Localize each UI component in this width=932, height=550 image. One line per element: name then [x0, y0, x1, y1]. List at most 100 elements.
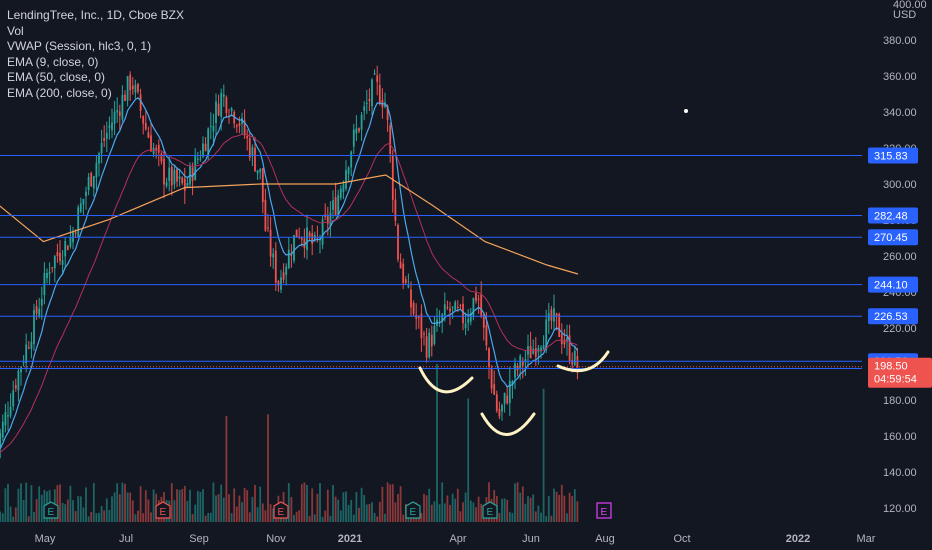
dot-marker[interactable] [684, 109, 688, 113]
volume-bar [316, 493, 319, 522]
price-axis: 400.00USD120.00140.00160.00180.00200.002… [862, 0, 932, 550]
volume-bar [436, 363, 438, 522]
candle-body [254, 147, 256, 172]
volume-bar [98, 512, 100, 522]
volume-bar [313, 514, 316, 522]
freehand-curve[interactable] [418, 366, 474, 394]
hline-price-tag[interactable]: 226.53 [868, 308, 918, 325]
hline-tag-bg [868, 229, 918, 246]
candle-body [394, 199, 397, 221]
volume-bar [534, 511, 537, 522]
earnings-badge [155, 501, 171, 519]
candle-body [150, 135, 152, 152]
hline-tag-label: 315.83 [874, 151, 908, 163]
volume-bar [306, 484, 308, 522]
candle-body [64, 240, 67, 257]
earnings-next-marker[interactable]: E [596, 502, 612, 519]
candle-body [384, 102, 386, 107]
volume-bar [446, 495, 449, 522]
volume-bar [321, 516, 324, 522]
earnings-marker[interactable]: E [405, 501, 421, 519]
candle-body [124, 94, 126, 101]
volume-bar [550, 515, 553, 522]
hline-tag-bg [868, 308, 918, 325]
earnings-marker[interactable]: E [155, 501, 171, 519]
candle-body [519, 355, 522, 369]
volume-bar [378, 501, 381, 522]
candle-body [181, 177, 184, 184]
volume-bar [459, 511, 462, 522]
candle-body [511, 381, 514, 386]
hline-price-tag[interactable]: 282.48 [868, 207, 918, 224]
candle-body [212, 125, 215, 132]
volume-bar [563, 495, 566, 522]
volume-bar [56, 485, 59, 522]
candle-body [131, 85, 134, 90]
candle-body [194, 155, 197, 180]
legend-line-ema200: EMA (200, close, 0) [7, 85, 112, 100]
x-tick-label: May [35, 533, 56, 545]
volume-bar [77, 496, 80, 522]
legend-line-ema9: EMA (9, close, 0) [7, 54, 99, 69]
candle-body [173, 169, 176, 185]
candle-body [272, 253, 275, 258]
volume-bar [420, 512, 423, 522]
volume-bar [87, 516, 90, 522]
volume-bar [90, 511, 93, 522]
volume-bar [298, 510, 301, 522]
time-axis: May Jul Sep Nov 2021 Apr Jun Aug Oct 2022 Mar [35, 533, 876, 545]
hline-price-tag[interactable]: 270.45 [868, 229, 918, 246]
earnings-marker[interactable]: E [482, 501, 498, 519]
volume-bar [79, 496, 82, 522]
candle-body [363, 106, 366, 111]
volume-bar [126, 492, 129, 522]
freehand-curve[interactable] [556, 350, 610, 373]
candle-body [243, 120, 246, 136]
volume-bar [381, 486, 384, 522]
candle-body [433, 325, 436, 344]
candle-body [129, 74, 132, 91]
candle-body [233, 112, 236, 124]
volume-bar [469, 500, 472, 522]
ema-9-line [0, 97, 578, 451]
freehand-curve[interactable] [480, 412, 536, 436]
volume-bar [443, 503, 446, 522]
volume-bar [532, 494, 535, 522]
volume-bar [235, 506, 238, 522]
candle-body [534, 348, 537, 357]
candle-body [51, 267, 54, 269]
hline-price-tag[interactable]: 315.83 [868, 147, 918, 164]
volume-bar [238, 495, 241, 522]
hline-tag-label: 282.48 [874, 211, 908, 223]
candle-body [337, 195, 340, 216]
volume-bar [553, 488, 555, 522]
candle-body [277, 281, 280, 286]
candle-body [560, 334, 563, 344]
volume-bar [189, 489, 191, 522]
volume-bar [345, 491, 347, 522]
candle-body [4, 411, 7, 426]
volume-bar [92, 482, 95, 522]
candle-body [30, 341, 33, 349]
candle-body [155, 147, 158, 150]
volume-bar [428, 488, 431, 522]
earnings-marker[interactable]: E [273, 501, 289, 519]
volume-bar [337, 499, 340, 522]
candle-body [300, 237, 303, 240]
candle-body [103, 137, 106, 142]
earnings-marker[interactable]: E [43, 501, 59, 519]
candle-body [566, 337, 568, 342]
candle-body [443, 304, 446, 316]
candle-body [134, 84, 137, 93]
candle-body [59, 252, 61, 262]
candle-body [53, 256, 56, 269]
candle-body [40, 299, 43, 306]
candle-body [230, 108, 233, 112]
candle-body [191, 167, 194, 182]
candle-body [235, 125, 238, 127]
hline-price-tag[interactable]: 244.10 [868, 276, 918, 293]
candle-body [170, 166, 173, 186]
